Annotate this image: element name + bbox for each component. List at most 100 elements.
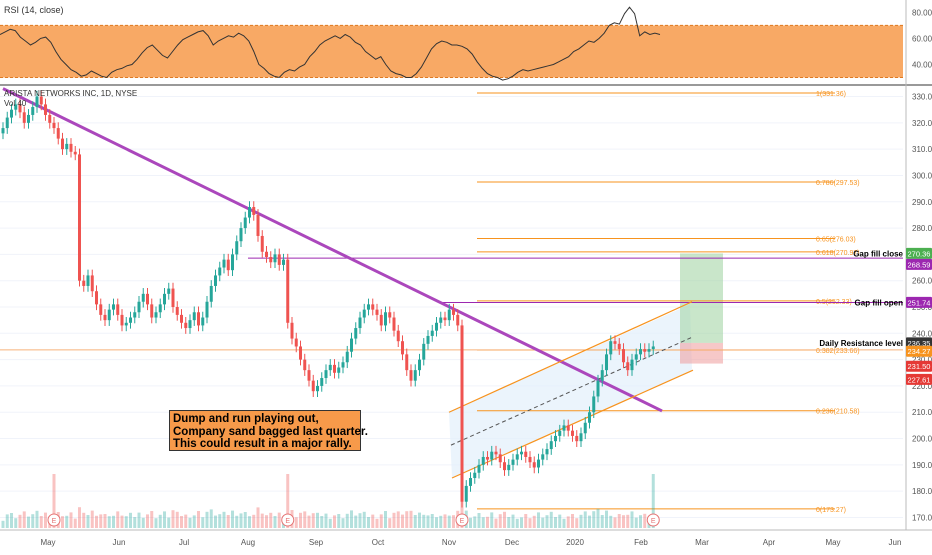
candle[interactable] (350, 332, 353, 358)
candle[interactable] (252, 201, 256, 221)
candle[interactable] (396, 324, 400, 347)
candle[interactable] (647, 343, 651, 358)
candle[interactable] (354, 322, 358, 345)
candle[interactable] (481, 451, 485, 471)
candle[interactable] (299, 340, 302, 366)
candle[interactable] (260, 230, 264, 258)
candle[interactable] (154, 306, 158, 324)
candle[interactable] (643, 343, 647, 358)
candle[interactable] (626, 356, 630, 376)
candle[interactable] (600, 364, 604, 387)
candle[interactable] (214, 269, 217, 292)
candle[interactable] (235, 235, 239, 261)
candle[interactable] (277, 248, 281, 271)
candle[interactable] (469, 472, 472, 492)
candle[interactable] (558, 424, 562, 442)
candle[interactable] (452, 303, 455, 321)
candle[interactable] (282, 253, 285, 271)
candle[interactable] (124, 316, 128, 332)
candle[interactable] (129, 311, 132, 329)
candle[interactable] (180, 309, 183, 329)
candle[interactable] (163, 288, 166, 311)
candle[interactable] (73, 145, 77, 161)
candle[interactable] (22, 106, 26, 129)
candle[interactable] (10, 103, 13, 124)
candle[interactable] (103, 309, 107, 326)
candle[interactable] (290, 316, 294, 345)
candle[interactable] (226, 253, 230, 276)
candle[interactable] (439, 311, 443, 329)
candle[interactable] (14, 98, 18, 116)
candle[interactable] (56, 122, 60, 145)
candle[interactable] (379, 309, 383, 332)
candle[interactable] (120, 309, 124, 332)
candle[interactable] (490, 445, 494, 466)
candle[interactable] (392, 311, 396, 337)
candle[interactable] (65, 138, 69, 155)
candle[interactable] (345, 345, 349, 369)
candle[interactable] (133, 306, 137, 324)
candle[interactable] (498, 448, 502, 469)
candle[interactable] (464, 480, 468, 508)
candle[interactable] (507, 459, 511, 476)
candle[interactable] (477, 459, 481, 479)
candle[interactable] (362, 303, 366, 324)
candle[interactable] (622, 343, 625, 369)
candle[interactable] (61, 132, 64, 155)
candle[interactable] (337, 361, 341, 379)
candle[interactable] (48, 109, 52, 129)
candle[interactable] (630, 353, 634, 376)
candle[interactable] (473, 466, 477, 484)
candle[interactable] (405, 348, 409, 376)
candle[interactable] (524, 445, 528, 463)
candle[interactable] (409, 364, 413, 387)
candle[interactable] (435, 316, 438, 337)
candle[interactable] (545, 443, 549, 461)
candle[interactable] (494, 445, 498, 461)
candle[interactable] (596, 374, 600, 403)
candle[interactable] (192, 306, 196, 326)
candle[interactable] (112, 298, 115, 316)
candle[interactable] (231, 248, 234, 276)
candle[interactable] (528, 451, 532, 469)
candle[interactable] (239, 222, 243, 248)
candle[interactable] (269, 251, 273, 269)
candle[interactable] (256, 209, 260, 242)
candle[interactable] (367, 298, 370, 316)
candle[interactable] (158, 298, 162, 319)
candle[interactable] (311, 374, 315, 397)
candle[interactable] (303, 353, 307, 376)
candle[interactable] (388, 306, 392, 324)
candle[interactable] (218, 261, 222, 282)
candle[interactable] (273, 248, 277, 269)
candle[interactable] (99, 298, 103, 321)
candle[interactable] (205, 295, 209, 324)
candle[interactable] (562, 419, 566, 437)
candle[interactable] (222, 253, 226, 274)
candle[interactable] (333, 359, 336, 379)
candle[interactable] (188, 314, 192, 334)
candle[interactable] (78, 148, 81, 287)
candle[interactable] (579, 427, 583, 447)
candle[interactable] (320, 372, 324, 392)
candle[interactable] (82, 274, 86, 292)
candle[interactable] (515, 448, 519, 466)
candle[interactable] (511, 453, 515, 471)
candle[interactable] (592, 390, 596, 419)
candle[interactable] (520, 445, 523, 461)
candle[interactable] (371, 298, 375, 316)
candle[interactable] (401, 335, 404, 361)
candle[interactable] (86, 269, 90, 292)
candle[interactable] (503, 456, 506, 476)
candle[interactable] (566, 419, 570, 437)
candle[interactable] (375, 303, 379, 321)
candle[interactable] (537, 453, 540, 474)
candle[interactable] (575, 430, 579, 447)
candle[interactable] (328, 359, 332, 376)
candle[interactable] (617, 338, 621, 355)
candle[interactable] (171, 282, 175, 313)
candle[interactable] (447, 303, 451, 326)
candles[interactable] (1, 90, 655, 508)
candle[interactable] (294, 332, 298, 353)
candle[interactable] (571, 424, 574, 442)
